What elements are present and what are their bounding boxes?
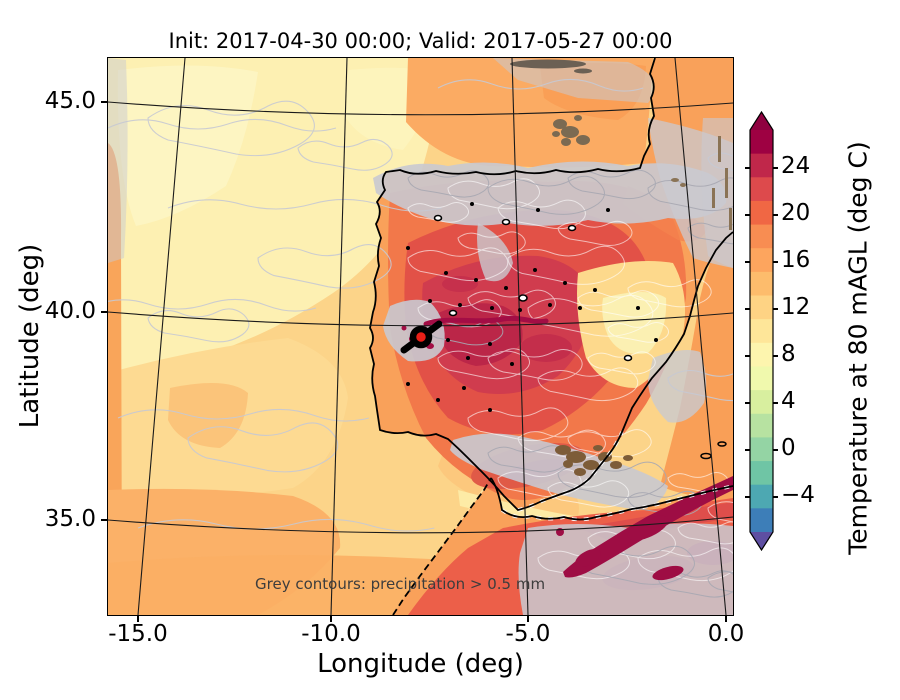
x-axis-label: Longitude (deg)	[317, 649, 524, 679]
y-tick-label: 35.0	[44, 506, 96, 532]
y-tick-mark	[101, 519, 107, 521]
colorbar-tick-mark	[773, 496, 778, 498]
plot-title: Init: 2017-04-30 00:00; Valid: 2017-05-2…	[168, 29, 673, 53]
colorbar-tick-mark	[745, 496, 750, 498]
precipitation-note: Grey contours: precipitation > 0.5 mm	[255, 575, 546, 593]
colorbar-tick-mark	[745, 308, 750, 310]
colorbar-tick-mark	[773, 167, 778, 169]
map-plot-area: Grey contours: precipitation > 0.5 mm	[107, 57, 734, 616]
x-tick-label: -10.0	[301, 621, 361, 647]
colorbar-tick-mark	[745, 449, 750, 451]
colorbar-tick-mark	[773, 261, 778, 263]
colorbar-tick-mark	[773, 308, 778, 310]
x-tick-mark	[330, 616, 332, 622]
colorbar-label: Temperature at 80 mAGL (deg C)	[843, 141, 873, 555]
graticule	[108, 58, 733, 615]
y-axis-label: Latitude (deg)	[15, 243, 45, 429]
colorbar-tick-label: 0	[781, 435, 796, 461]
colorbar	[749, 110, 774, 552]
colorbar-tick-mark	[773, 402, 778, 404]
colorbar-tick-mark	[773, 449, 778, 451]
x-tick-label: -5.0	[505, 621, 551, 647]
colorbar-tick-label: 24	[781, 153, 811, 179]
y-tick-label: 45.0	[44, 88, 96, 114]
y-tick-mark	[101, 101, 107, 103]
x-tick-label: -15.0	[108, 621, 168, 647]
black-contour-islets	[406, 202, 658, 412]
colorbar-tick-label: −4	[781, 482, 815, 508]
colorbar-tick-mark	[745, 167, 750, 169]
location-marker	[400, 320, 443, 354]
colorbar-tick-mark	[745, 402, 750, 404]
colorbar-tick-label: 16	[781, 247, 811, 273]
colorbar-tick-mark	[745, 355, 750, 357]
colorbar-tick-mark	[745, 261, 750, 263]
colorbar-tick-mark	[773, 214, 778, 216]
map-canvas	[108, 58, 733, 615]
colorbar-tick-label: 20	[781, 200, 811, 226]
y-tick-label: 40.0	[44, 298, 96, 324]
x-tick-mark	[527, 616, 529, 622]
colorbar-tick-label: 4	[781, 388, 796, 414]
colorbar-tick-label: 8	[781, 341, 796, 367]
coastline	[369, 58, 733, 615]
hot-magenta-contours	[401, 315, 733, 581]
stipple-patches	[510, 59, 732, 476]
colorbar-tick-mark	[773, 355, 778, 357]
colorbar-tick-label: 12	[781, 294, 811, 320]
colorbar-tick-mark	[745, 214, 750, 216]
x-tick-label: 0.0	[707, 621, 745, 647]
x-tick-mark	[137, 616, 139, 622]
y-tick-mark	[101, 311, 107, 313]
x-tick-mark	[725, 616, 727, 622]
